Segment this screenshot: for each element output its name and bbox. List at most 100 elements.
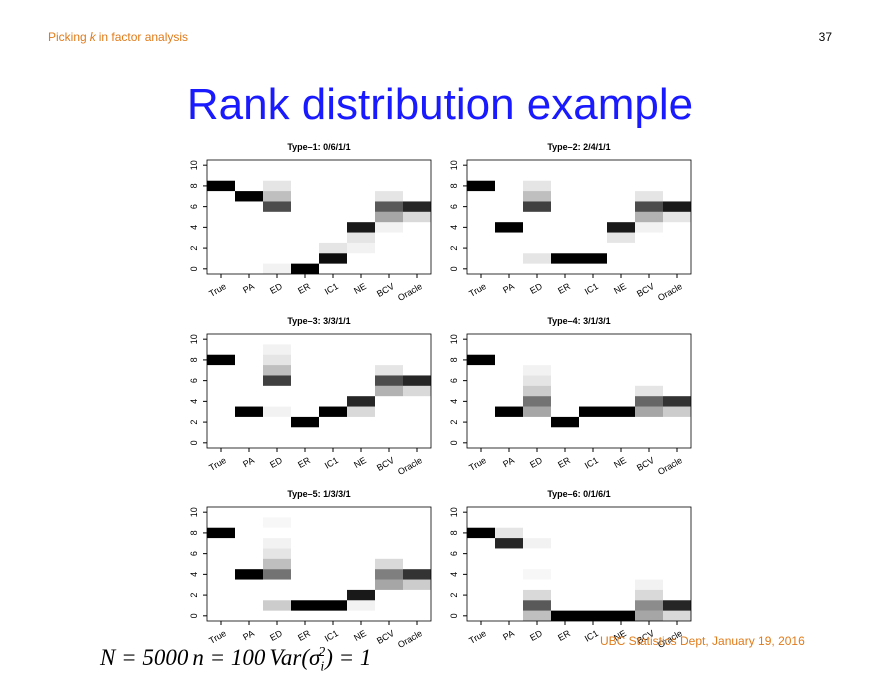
cell [207, 170, 235, 180]
cell [523, 233, 551, 243]
cell [607, 375, 635, 385]
cell [291, 365, 319, 375]
cell [291, 548, 319, 558]
cell [403, 528, 431, 538]
y-tick-label: 4 [449, 572, 459, 577]
cell [495, 222, 523, 233]
y-tick-label: 8 [449, 357, 459, 362]
cell [467, 212, 495, 222]
cell [207, 386, 235, 396]
cell [235, 406, 263, 417]
cell [235, 528, 263, 538]
cell [319, 201, 347, 211]
cell [375, 375, 403, 386]
x-tick-label: IC1 [323, 281, 340, 297]
cell [467, 375, 495, 385]
x-tick-label: ED [268, 455, 284, 470]
cell [523, 344, 551, 354]
x-tick-label: True [207, 455, 228, 473]
cell [403, 160, 431, 170]
formula-sub: i [320, 659, 325, 675]
cell [291, 355, 319, 365]
cell [207, 538, 235, 548]
cell [207, 243, 235, 253]
cell [263, 212, 291, 222]
x-tick-label: NE [352, 628, 368, 643]
cell [263, 528, 291, 538]
cell [551, 507, 579, 517]
cell [291, 438, 319, 448]
x-tick-label: PA [501, 455, 516, 469]
cell [403, 579, 431, 590]
cell [495, 538, 523, 549]
cell [663, 517, 691, 527]
cell [663, 427, 691, 437]
cell [291, 181, 319, 191]
cell [291, 416, 319, 428]
cell [375, 579, 403, 590]
cell [347, 396, 375, 407]
cell [403, 600, 431, 610]
cell [523, 334, 551, 344]
y-tick-label: 0 [449, 440, 459, 445]
cell [291, 517, 319, 527]
cell [235, 160, 263, 170]
cell [235, 417, 263, 427]
cell [403, 170, 431, 180]
cell [579, 396, 607, 406]
x-tick-label: ER [296, 628, 312, 643]
cell [347, 344, 375, 354]
x-tick-label: PA [501, 281, 516, 295]
cell [579, 243, 607, 253]
cell [523, 528, 551, 538]
cell [263, 365, 291, 376]
cell [635, 385, 663, 397]
cell [467, 334, 495, 344]
cell [607, 212, 635, 222]
cell [319, 233, 347, 243]
cell [207, 201, 235, 211]
cell [607, 538, 635, 548]
cell [551, 334, 579, 344]
cell [235, 538, 263, 548]
cell [347, 559, 375, 569]
footer: UBC Statistics Dept, January 19, 2016 [600, 634, 805, 648]
cell [347, 160, 375, 170]
cell [579, 160, 607, 170]
cell [607, 191, 635, 201]
cell [523, 264, 551, 274]
cell [291, 344, 319, 354]
cell [579, 253, 607, 264]
cell [495, 517, 523, 527]
cell [263, 334, 291, 344]
cell [347, 253, 375, 263]
y-tick-label: 0 [449, 613, 459, 618]
cell [579, 191, 607, 201]
cell [347, 232, 375, 243]
x-tick-label: True [207, 281, 228, 299]
y-tick-label: 4 [189, 572, 199, 577]
y-tick-label: 2 [189, 420, 199, 425]
cell [495, 160, 523, 170]
y-tick-label: 6 [189, 551, 199, 556]
cell [523, 438, 551, 448]
cell [347, 517, 375, 527]
cell [207, 212, 235, 222]
cell [235, 191, 263, 202]
cell [375, 233, 403, 243]
cell [635, 170, 663, 180]
cell [375, 558, 403, 570]
cell [607, 344, 635, 354]
cell [291, 427, 319, 437]
cell [347, 589, 375, 601]
cell [523, 538, 551, 549]
cell [607, 253, 635, 263]
cell [263, 548, 291, 559]
cell [607, 264, 635, 274]
cell [291, 528, 319, 538]
cell [291, 170, 319, 180]
cell [607, 517, 635, 527]
cell [635, 334, 663, 344]
cell [319, 253, 347, 264]
cell [495, 375, 523, 385]
